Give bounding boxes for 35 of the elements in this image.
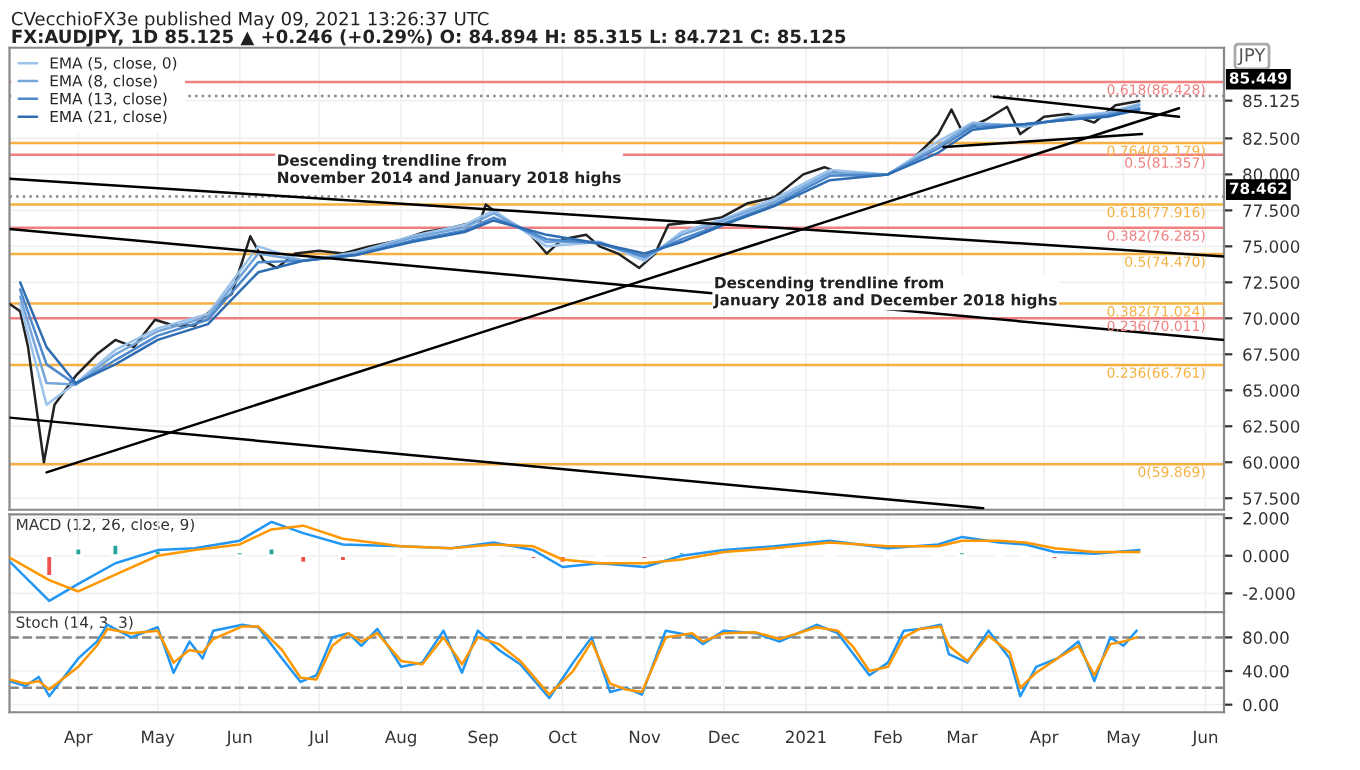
y-tick-label: 40.00: [1242, 664, 1289, 678]
y-tick-label: 80.00: [1243, 631, 1289, 644]
x-tick-label: Feb: [874, 730, 902, 744]
x-tick-label: Mar: [947, 730, 978, 744]
y-tick-label: 2.000: [1243, 512, 1289, 525]
x-tick-label: 2021: [785, 730, 826, 744]
y-tick-label: 57.500: [1243, 492, 1300, 505]
x-tick-label: Aug: [384, 730, 416, 747]
chart-subtitle: FX:AUDJPY, 1D 85.125 ▲ +0.246 (+0.29%) O: 84.894 H: 85.315 L: 84.721 C: 85.125: [12, 29, 846, 47]
y-tick-label: 85.125: [1243, 94, 1299, 108]
y-tick-label: 65.000: [1243, 384, 1300, 397]
y-axis-title: JPY: [1237, 48, 1266, 66]
y-tick-label: 0.000: [1243, 549, 1289, 563]
y-tick-label: 75.000: [1243, 240, 1300, 253]
x-tick-label: Apr: [1029, 730, 1059, 747]
x-tick-label: Sep: [468, 730, 498, 747]
chart-title: CVecchioFX3e published May 09, 2021 13:26:37 UTC: [11, 11, 489, 30]
x-tick-label: Jun: [225, 730, 252, 747]
y-tick-label: 67.500: [1243, 348, 1300, 361]
y-tick-label: 60.000: [1243, 456, 1300, 469]
y-tick-label: 82.500: [1243, 132, 1300, 145]
y-tick-label: 0.00: [1243, 698, 1279, 712]
x-tick-label: Apr: [64, 730, 93, 747]
x-tick-label: Oct: [549, 730, 577, 744]
y-tick-label: 62.500: [1243, 420, 1300, 433]
x-tick-label: Dec: [709, 730, 740, 744]
y-tick-label: 72.500: [1243, 276, 1300, 289]
x-tick-label: Nov: [629, 730, 661, 744]
y-tick-label: 77.500: [1243, 204, 1300, 217]
x-tick-label: May: [142, 730, 175, 747]
y-tick-label: -2.000: [1242, 587, 1295, 600]
y-tick-label: 70.000: [1243, 312, 1300, 325]
x-tick-label: Jun: [1191, 730, 1218, 747]
x-tick-label: Jul: [308, 730, 328, 747]
x-tick-label: May: [1107, 730, 1141, 747]
